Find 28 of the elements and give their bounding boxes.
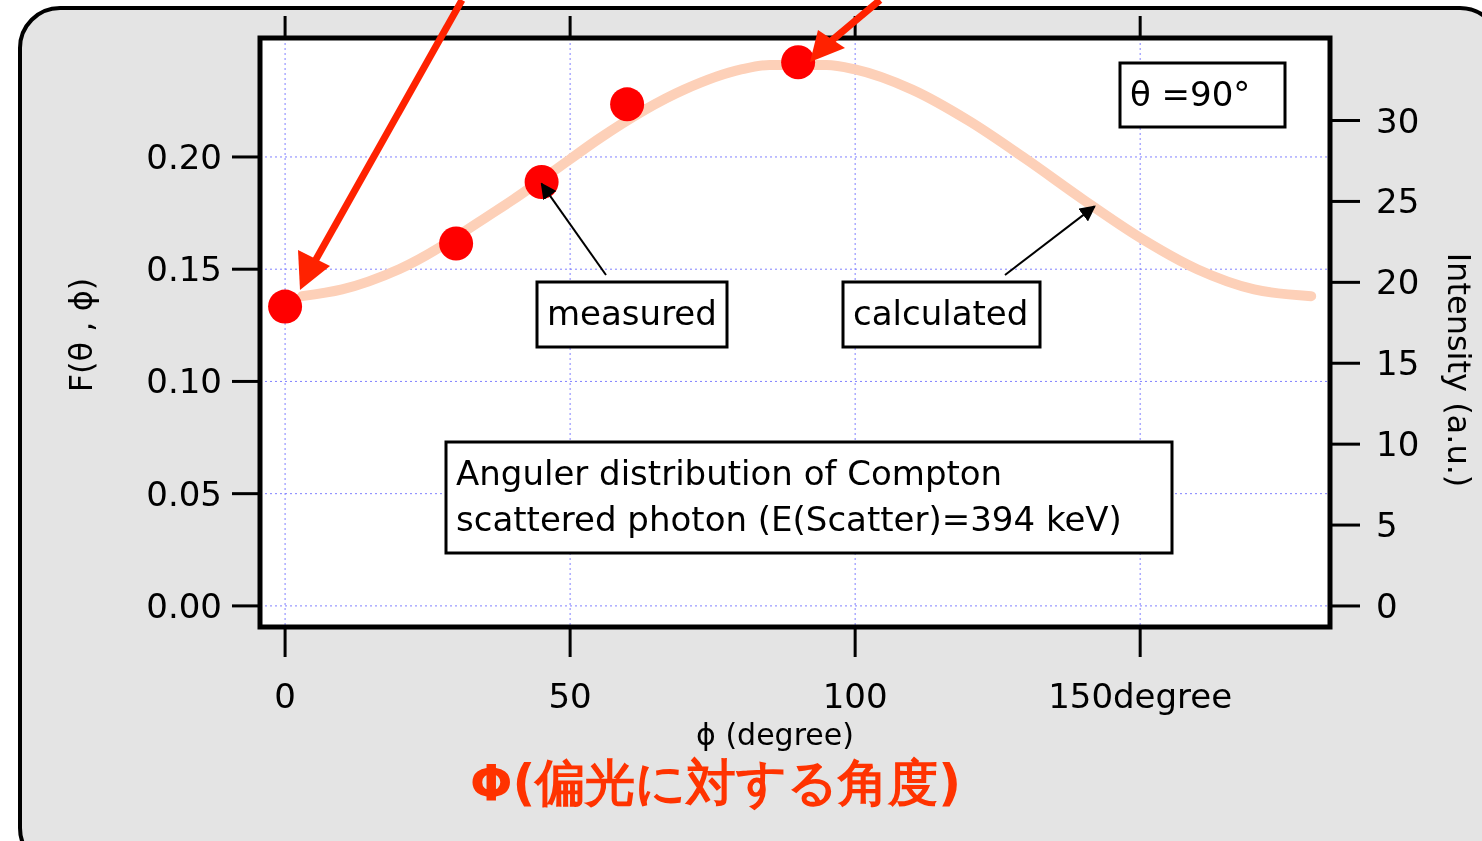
text: Φ(偏光に対する角度)	[470, 754, 962, 812]
x-tick-label: 100	[822, 676, 888, 716]
point	[268, 289, 303, 324]
y2-tick-label: 25	[1376, 181, 1420, 222]
y2-tick-label: 15	[1376, 343, 1420, 384]
x-tick-label: 50	[548, 676, 592, 716]
annotation: θ =90°	[1130, 74, 1251, 114]
point	[610, 87, 645, 122]
point	[439, 226, 474, 261]
y-axis-title: F(θ , ϕ)	[62, 277, 100, 393]
y2-axis-title: Intensity (a.u.)	[1440, 252, 1478, 488]
annotation: calculated	[853, 293, 1029, 333]
y2-tick-label: 10	[1376, 424, 1420, 465]
y-tick-label: 0.10	[146, 361, 222, 402]
x-tick-label: 0	[274, 676, 296, 716]
y2-tick-label: 20	[1376, 262, 1420, 303]
y2-tick-label: 0	[1376, 585, 1398, 626]
x-tick-label: 150degree	[1048, 676, 1233, 716]
y2-tick-label: 30	[1376, 100, 1420, 141]
y-tick-label: 0.05	[146, 473, 222, 514]
y-tick-label: 0.20	[146, 136, 222, 177]
y2-tick-label: 5	[1376, 505, 1398, 546]
x-axis-title: ϕ (degree)	[696, 717, 854, 752]
y-tick-label: 0.00	[146, 585, 222, 626]
point	[781, 45, 816, 80]
y-tick-label: 0.15	[146, 249, 222, 290]
annotation: Anguler distribution of Compton scattered photon (E(Scatter)=394 keV)	[456, 453, 1122, 539]
annotation: measured	[547, 293, 717, 333]
